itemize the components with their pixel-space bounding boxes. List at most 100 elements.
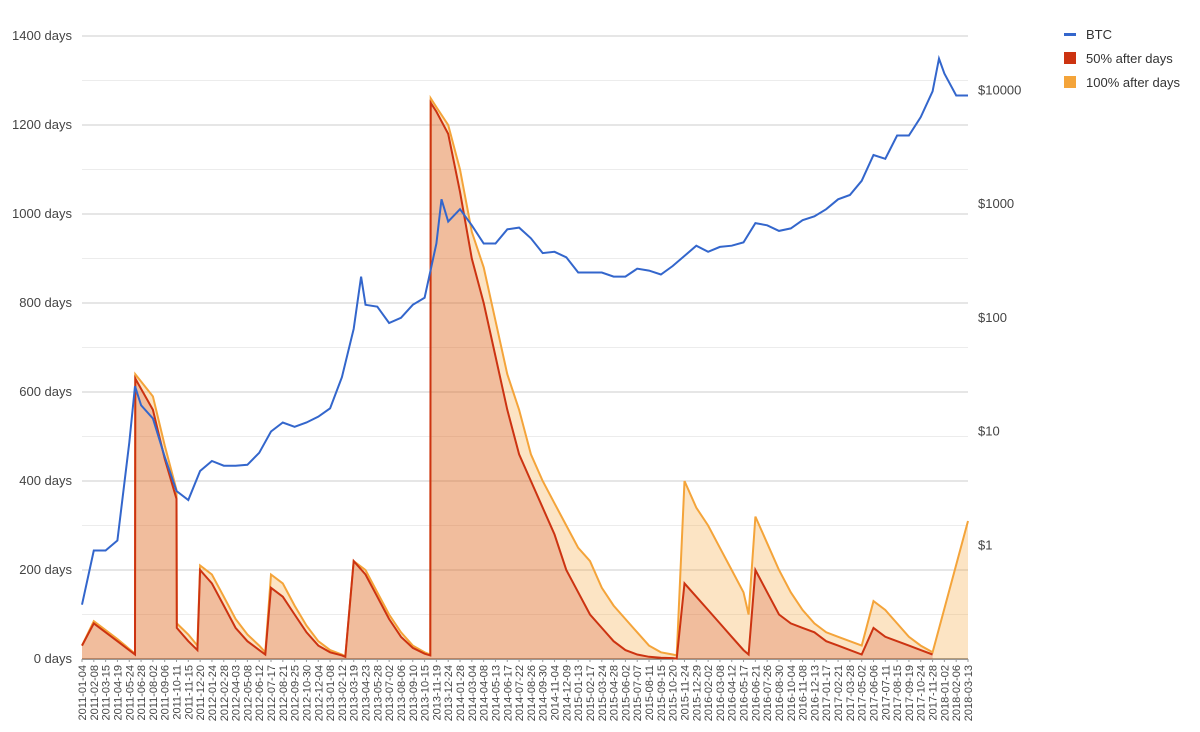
y-left-tick-label: 1200 days [12,117,72,132]
x-tick-label: 2013-02-12 [337,665,349,721]
x-tick-label: 2016-12-13 [809,665,821,721]
series-line-100pct [81,94,969,658]
axes: 0 days 200 days 400 days 600 days 800 days 10… [12,28,1021,721]
x-tick-label: 2015-12-29 [691,665,703,721]
y-left-tick-label: 0 days [34,651,73,666]
x-tick-label: 2017-05-02 [857,665,869,721]
y-right-tick-label: $1000 [978,196,1014,211]
x-tick-label: 2012-10-30 [301,665,313,721]
x-tick-label: 2014-05-13 [490,665,502,721]
x-tick-label: 2015-03-24 [597,665,609,721]
x-tick-label: 2011-12-20 [195,665,207,720]
x-tick-label: 2014-08-26 [526,665,538,721]
y-left-tick-label: 600 days [19,384,72,399]
x-tick-label: 2017-10-24 [916,665,928,721]
area-layer [82,98,968,660]
x-tick-label: 2017-06-06 [868,665,880,721]
y-left-tick-label: 1400 days [12,28,72,43]
x-tick-label: 2015-07-07 [632,665,644,721]
x-tick-label: 2012-05-08 [242,665,254,721]
legend-swatch-btc [1064,32,1076,36]
x-tick-label: 2015-06-02 [620,665,632,721]
x-tick-label: 2017-08-15 [892,665,904,721]
x-tick-label: 2015-11-24 [679,665,691,720]
x-tick-label: 2015-09-15 [656,665,668,721]
x-tick-label: 2012-02-28 [219,665,231,721]
y-right-tick-label: $10000 [978,82,1021,97]
x-tick-label: 2013-10-15 [420,665,432,721]
x-tick-label: 2017-03-28 [845,665,857,721]
y-right-tick-label: $1 [978,537,992,552]
legend-item-100pct[interactable]: 100% after days [1064,70,1180,94]
x-tick-label: 2011-04-19 [112,665,124,720]
x-tick-label: 2011-10-11 [172,665,184,720]
x-tick-label: 2014-07-22 [514,665,526,721]
area-50pct [82,102,933,660]
x-tick-label: 2014-01-28 [455,665,467,721]
x-tick-label: 2014-09-30 [538,665,550,721]
x-tick-label: 2016-07-26 [762,665,774,721]
x-tick-label: 2015-02-17 [585,665,597,721]
y-left-tick-label: 200 days [19,562,72,577]
x-tick-label: 2012-04-03 [231,665,243,721]
x-tick-label: 2013-01-08 [325,665,337,721]
x-tick-label: 2013-12-24 [443,665,455,721]
x-tick-label: 2011-03-15 [101,665,113,720]
x-tick-label: 2014-04-08 [479,665,491,721]
x-tick-label: 2016-06-21 [750,665,762,721]
x-tick-label: 2011-08-02 [148,665,160,720]
x-tick-label: 2013-03-19 [349,665,361,721]
x-tick-label: 2014-12-09 [561,665,573,721]
series-line-btc [81,54,968,605]
legend-swatch-50pct [1064,52,1076,64]
x-tick-label: 2012-06-12 [254,665,266,721]
x-tick-label: 2011-09-06 [160,665,172,720]
x-tick-label: 2016-10-04 [786,665,798,721]
x-tick-label: 2017-01-17 [821,665,833,721]
y-left-tick-label: 400 days [19,473,72,488]
x-tick-label: 2011-05-24 [124,665,136,720]
y-right-tick-label: $10 [978,424,1000,439]
x-tick-label: 2016-05-17 [739,665,751,721]
x-tick-label: 2018-03-13 [963,665,975,721]
x-tick-label: 2012-12-04 [313,665,325,721]
legend-label-100pct: 100% after days [1086,74,1180,90]
x-tick-label: 2013-07-02 [384,665,396,721]
x-tick-label: 2012-01-24 [207,665,219,721]
x-tick-label: 2011-06-28 [136,665,148,720]
x-tick-label: 2017-07-11 [880,665,892,720]
x-tick-label: 2011-11-15 [183,665,195,720]
x-tick-label: 2014-06-17 [502,665,514,721]
x-tick-label: 2014-11-04 [550,665,562,720]
x-tick-label: 2013-09-10 [408,665,420,721]
y-left-tick-label: 800 days [19,295,72,310]
x-tick-label: 2015-08-11 [644,665,656,720]
x-tick-label: 2012-09-25 [290,665,302,721]
x-tick-label: 2014-03-04 [467,665,479,721]
legend-label-50pct: 50% after days [1086,50,1173,66]
x-tick-label: 2016-04-12 [727,665,739,721]
x-tick-label: 2018-01-02 [939,665,951,721]
y-left-tick-label: 1000 days [12,206,72,221]
x-tick-label: 2011-02-08 [89,665,101,720]
x-tick-label: 2015-10-20 [668,665,680,721]
x-tick-label: 2011-01-04 [77,665,89,720]
x-tick-label: 2018-02-06 [951,665,963,721]
x-tick-label: 2016-03-08 [715,665,727,721]
x-tick-label: 2013-05-28 [372,665,384,721]
area-100pct [82,98,968,660]
x-tick-label: 2013-11-19 [431,665,443,720]
legend-item-btc[interactable]: BTC [1064,22,1180,46]
legend-item-50pct[interactable]: 50% after days [1064,46,1180,70]
legend: BTC 50% after days 100% after days [1064,22,1180,94]
x-tick-label: 2015-01-13 [573,665,585,721]
x-tick-label: 2015-04-28 [609,665,621,721]
grid [82,35,968,660]
x-tick-label: 2016-11-08 [798,665,810,720]
x-tick-label: 2016-02-02 [703,665,715,721]
y-right-tick-label: $100 [978,310,1007,325]
x-tick-label: 2017-09-19 [904,665,916,721]
x-tick-label: 2013-04-23 [361,665,373,721]
